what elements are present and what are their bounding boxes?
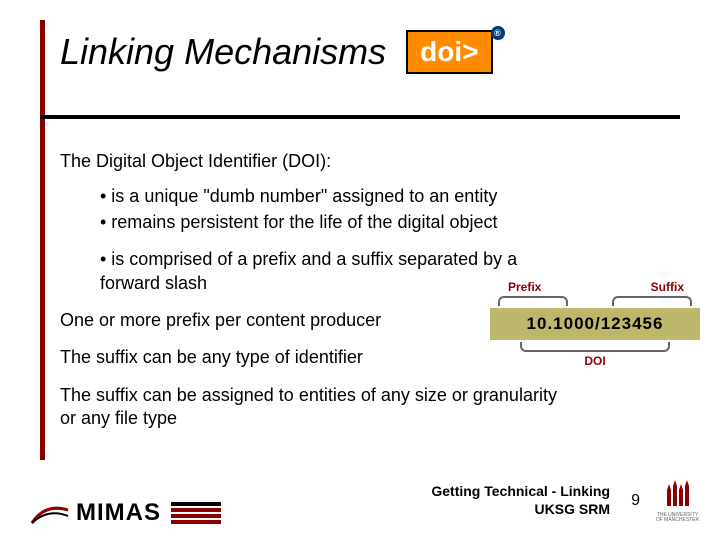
doi-logo-box: doi> ® <box>406 30 492 74</box>
university-text: THE UNIVERSITY OF MANCHESTER <box>655 513 700 523</box>
suffix-label: Suffix <box>651 280 684 294</box>
footer-line-1: Getting Technical - Linking <box>431 482 610 500</box>
title-row: Linking Mechanisms doi> ® <box>60 30 493 74</box>
slide: Linking Mechanisms doi> ® The Digital Ob… <box>0 0 720 540</box>
mimas-text: MIMAS <box>76 499 161 527</box>
doi-diagram: Prefix Suffix 10.1000/123456 DOI <box>490 280 700 368</box>
registered-icon: ® <box>491 26 505 40</box>
bullet-group-2: • is comprised of a prefix and a suffix … <box>100 248 520 295</box>
doi-bottom-label: DOI <box>490 354 700 368</box>
diagram-top-braces <box>490 296 700 306</box>
bullet-item: • is a unique "dumb number" assigned to … <box>100 185 670 208</box>
slide-title: Linking Mechanisms <box>60 31 386 73</box>
doi-logo-text: doi> <box>420 36 478 67</box>
mimas-swoosh-icon <box>30 498 70 528</box>
footer-line-2: UKSG SRM <box>431 500 610 518</box>
diagram-top-labels: Prefix Suffix <box>490 280 700 296</box>
mimas-bars-icon <box>171 502 221 524</box>
bullet-item: • remains persistent for the life of the… <box>100 211 670 234</box>
mimas-logo: MIMAS <box>30 498 221 528</box>
brace-icon <box>612 296 692 306</box>
doi-logo: doi> ® <box>406 30 492 74</box>
footer: MIMAS Getting Technical - Linking UKSG S… <box>0 478 720 528</box>
subtitle: The Digital Object Identifier (DOI): <box>60 150 670 173</box>
vertical-accent-bar <box>40 20 45 460</box>
university-logo: THE UNIVERSITY OF MANCHESTER <box>655 478 700 523</box>
horizontal-rule <box>40 115 680 119</box>
paragraph: The suffix can be assigned to entities o… <box>60 384 560 431</box>
doi-example-box: 10.1000/123456 <box>490 308 700 340</box>
footer-text: Getting Technical - Linking UKSG SRM <box>431 482 610 518</box>
bullet-item: • is comprised of a prefix and a suffix … <box>100 248 520 295</box>
building-icon <box>663 478 693 508</box>
brace-icon <box>520 342 670 352</box>
prefix-label: Prefix <box>508 280 541 294</box>
page-number: 9 <box>631 492 640 510</box>
brace-icon <box>498 296 568 306</box>
bullet-group-1: • is a unique "dumb number" assigned to … <box>100 185 670 234</box>
